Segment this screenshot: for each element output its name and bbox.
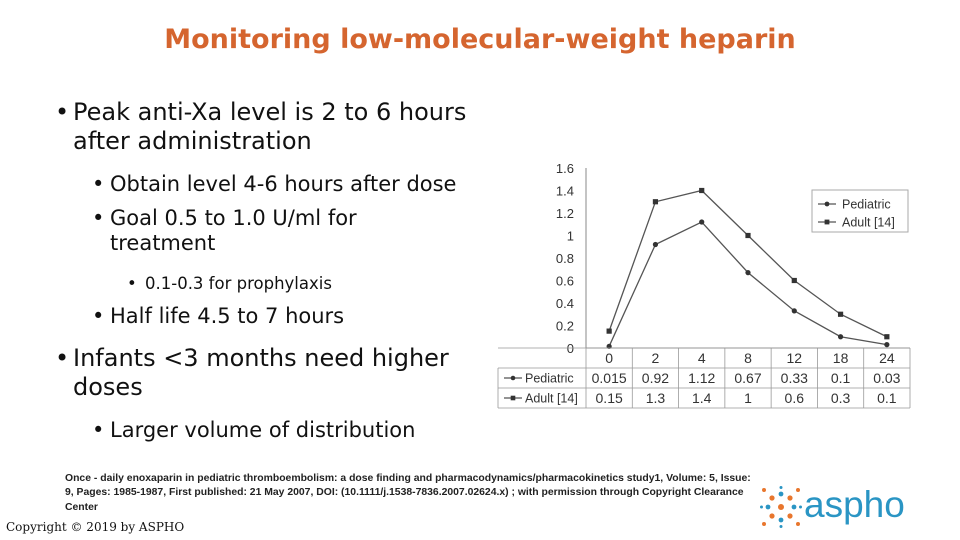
legend-box	[811, 189, 909, 233]
y-tick-label: 0.6	[556, 274, 574, 289]
data-point	[745, 232, 751, 239]
bullet-item: • Larger volume of distribution	[92, 418, 490, 443]
y-tick-label: 1.4	[556, 184, 574, 199]
data-point	[699, 219, 705, 225]
aspho-logo: aspho	[760, 484, 940, 530]
data-point	[837, 334, 844, 340]
bullet-dot-icon: •	[55, 98, 70, 126]
y-tick-label: 0	[567, 341, 574, 356]
table-series-label: Adult [14]	[525, 392, 578, 406]
x-tick-label: 18	[833, 350, 849, 366]
table-cell-value: 0.03	[873, 370, 900, 386]
x-tick-label: 2	[652, 350, 660, 366]
slide-title: Monitoring low-molecular-weight heparin	[164, 24, 796, 55]
legend-label: Pediatric	[842, 198, 891, 212]
bullet-dot-icon: •	[92, 304, 105, 328]
logo-text: aspho	[804, 484, 905, 525]
legend-label: Adult [14]	[842, 216, 895, 230]
table-cell-value: 0.1	[877, 390, 897, 406]
data-point	[837, 311, 844, 317]
data-point	[652, 199, 659, 205]
bullet-item: • 0.1-0.3 for prophylaxis	[127, 274, 485, 294]
data-point	[791, 308, 797, 314]
table-cell-value: 0.33	[781, 370, 808, 386]
data-point	[652, 241, 659, 248]
bullet-item: • Obtain level 4-6 hours after dose	[92, 172, 490, 197]
y-tick-label: 1.2	[556, 206, 574, 221]
table-legend-marker	[510, 375, 516, 381]
aspho-dots-icon	[760, 486, 802, 528]
x-tick-label: 0	[605, 350, 613, 366]
legend-marker	[824, 201, 830, 207]
table-cell-value: 0.3	[831, 390, 851, 406]
bullet-item: • Goal 0.5 to 1.0 U/ml for treatment	[92, 206, 410, 256]
data-point	[699, 187, 705, 194]
table-cell-value: 1.12	[688, 370, 715, 386]
data-point	[884, 342, 890, 348]
x-tick-label: 8	[744, 350, 752, 366]
table-legend-marker	[510, 395, 516, 401]
bullet-dot-icon: •	[92, 172, 105, 196]
bullet-text: 0.1-0.3 for prophylaxis	[145, 274, 332, 293]
x-tick-label: 12	[786, 350, 802, 366]
table-cell-value: 1.4	[692, 390, 712, 406]
copyright-text: Copyright © 2019 by ASPHO	[6, 520, 185, 534]
table-cell-value: 1	[744, 390, 752, 406]
table-cell-value: 0.15	[596, 390, 623, 406]
table-cell-value: 0.92	[642, 370, 669, 386]
bullet-text: Larger volume of distribution	[110, 418, 416, 442]
bullet-item: • Peak anti-Xa level is 2 to 6 hours aft…	[55, 98, 513, 156]
bullet-text: Half life 4.5 to 7 hours	[110, 304, 345, 328]
data-point	[745, 270, 751, 276]
bullet-text: Infants <3 months need higher doses	[73, 344, 449, 401]
y-tick-label: 0.4	[556, 296, 574, 311]
bullet-item: • Half life 4.5 to 7 hours	[92, 304, 490, 329]
bullet-item: • Infants <3 months need higher doses	[55, 344, 483, 402]
y-tick-label: 1	[567, 229, 574, 244]
y-tick-label: 1.6	[556, 161, 574, 176]
table-cell-value: 0.6	[785, 390, 805, 406]
table-cell-value: 0.67	[734, 370, 761, 386]
bullet-dot-icon: •	[127, 274, 137, 293]
bullet-dot-icon: •	[92, 206, 105, 230]
bullet-text: Goal 0.5 to 1.0 U/ml for treatment	[110, 206, 357, 256]
bullet-dot-icon: •	[55, 344, 70, 372]
y-tick-label: 0.8	[556, 251, 574, 266]
data-point	[606, 328, 612, 334]
x-tick-label: 4	[698, 350, 706, 366]
citation-text: Once - daily enoxaparin in pediatric thr…	[65, 473, 751, 513]
data-point	[791, 277, 797, 284]
y-tick-label: 0.2	[556, 319, 574, 334]
table-series-label: Pediatric	[525, 372, 574, 386]
table-cell-value: 1.3	[646, 390, 666, 406]
data-point	[884, 334, 890, 340]
series-line	[608, 221, 887, 347]
pk-line-chart: 1.6 1.4 1.2 1 0.8 0.6 0.4 0.2 0 Pediatric Adult [1…	[497, 161, 911, 409]
legend-marker	[824, 219, 830, 225]
x-tick-label: 24	[879, 350, 895, 366]
bullet-text: Peak anti-Xa level is 2 to 6 hours after…	[73, 98, 467, 155]
table-cell-value: 0.015	[592, 370, 627, 386]
bullet-text: Obtain level 4-6 hours after dose	[110, 172, 457, 196]
table-cell-value: 0.1	[831, 370, 851, 386]
bullet-dot-icon: •	[92, 418, 105, 442]
